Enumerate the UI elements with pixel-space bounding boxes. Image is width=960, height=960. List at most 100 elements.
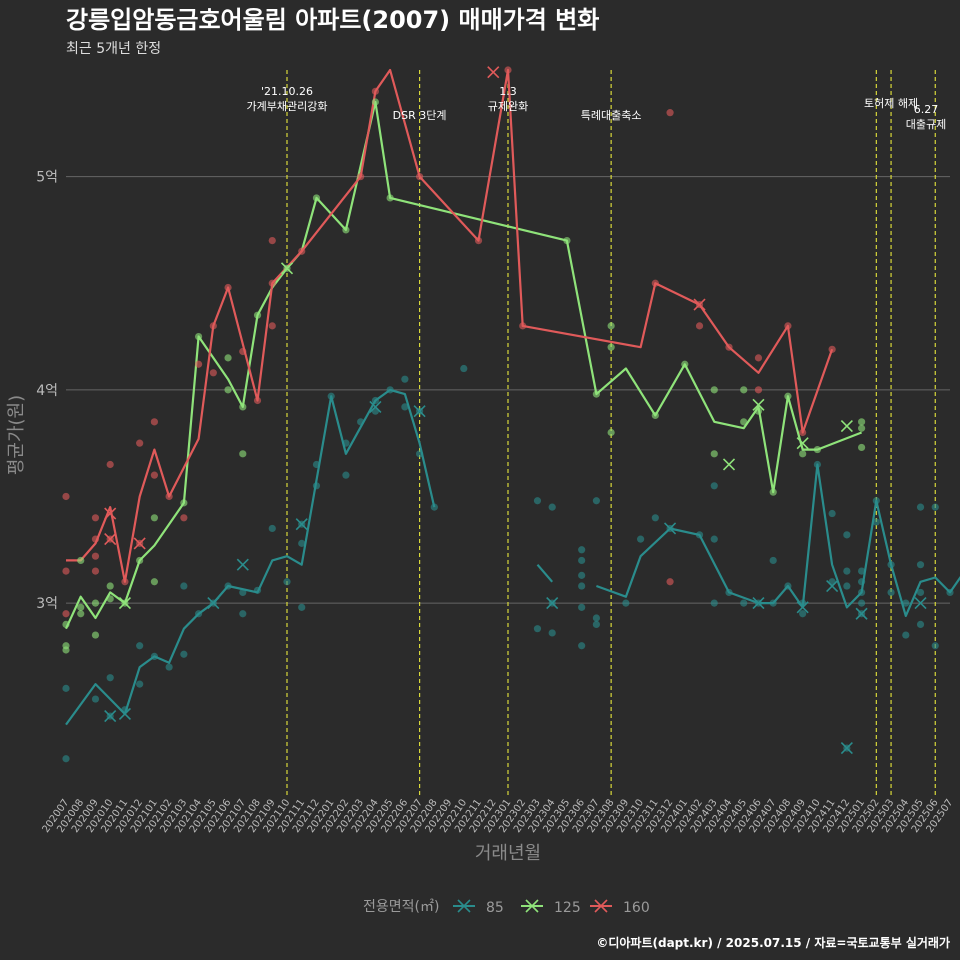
cross-marker-125: [280, 262, 294, 275]
data-point-85: [725, 588, 733, 597]
data-point-85: [239, 588, 247, 597]
data-point-85: [828, 509, 836, 518]
data-point-125: [607, 428, 615, 437]
data-point-160: [91, 535, 100, 543]
legend-label: 85: [486, 900, 504, 916]
cross-marker-160: [133, 537, 146, 550]
data-point-85: [769, 556, 777, 565]
data-point-160: [474, 236, 483, 245]
data-point-160: [268, 322, 276, 330]
legend-title: 전용면적(㎡): [363, 899, 439, 915]
data-point-85: [695, 531, 704, 539]
data-point-85: [371, 396, 379, 405]
cross-marker-160: [487, 66, 500, 79]
event-annotation: 특례대출축소: [581, 109, 642, 122]
cross-stroke: [722, 458, 736, 471]
cross-marker-85: [546, 597, 559, 610]
data-point-125: [710, 450, 718, 458]
data-point-125: [799, 450, 807, 458]
data-point-160: [799, 428, 807, 437]
data-point-160: [504, 66, 512, 74]
series-lines: [65, 68, 960, 726]
data-point-85: [799, 610, 807, 618]
data-point-85: [136, 680, 144, 688]
data-point-160: [298, 247, 306, 255]
data-point-85: [548, 629, 556, 637]
data-point-85: [931, 642, 939, 650]
data-point-85: [578, 556, 586, 565]
cross-marker-85: [855, 607, 868, 620]
data-point-125: [740, 418, 748, 426]
event-annotation: 6.27: [914, 103, 939, 116]
data-point-85: [91, 695, 100, 703]
data-point-85: [239, 610, 247, 618]
cross-stroke: [693, 298, 706, 311]
data-point-85: [180, 650, 188, 658]
event-annotation: 규제완화: [488, 100, 528, 113]
data-point-85: [195, 610, 203, 618]
data-point-160: [268, 236, 276, 245]
x-axis-label: 거래년월: [475, 843, 541, 864]
data-point-85: [637, 535, 645, 543]
data-point-85: [62, 684, 70, 692]
data-point-85: [327, 392, 335, 400]
data-point-125: [77, 610, 85, 618]
data-point-85: [858, 588, 866, 597]
event-annotation: 대출규제: [906, 118, 946, 131]
data-point-160: [754, 354, 763, 362]
data-point-85: [858, 578, 866, 586]
cross-marker-125: [752, 398, 765, 411]
cross-marker-85: [295, 518, 308, 531]
cross-marker-125: [722, 458, 736, 471]
cross-marker-85: [840, 742, 853, 755]
cross-marker-85: [752, 597, 765, 610]
data-point-125: [239, 450, 247, 458]
data-point-160: [725, 343, 733, 351]
data-point-85: [784, 582, 792, 590]
cross-marker-160: [104, 507, 117, 520]
event-annotation: '21.10.26: [261, 85, 313, 98]
cross-marker-85: [796, 601, 809, 614]
data-point-125: [106, 582, 114, 590]
data-point-85: [710, 599, 718, 607]
cross-stroke: [280, 262, 294, 275]
data-point-85: [578, 582, 586, 590]
data-point-160: [371, 87, 379, 95]
data-point-85: [460, 364, 468, 373]
data-point-85: [312, 482, 321, 490]
data-point-125: [740, 386, 748, 394]
data-point-160: [91, 514, 100, 522]
cross-stroke: [752, 597, 765, 610]
footer-credit: ©디아파트(dapt.kr) / 2025.07.15 / 자료=국토교통부 실…: [596, 935, 950, 950]
data-point-125: [91, 631, 100, 639]
data-point-85: [180, 582, 188, 590]
data-point-125: [312, 194, 321, 202]
data-point-160: [519, 322, 527, 330]
legend-item-160: 160: [590, 899, 650, 916]
data-point-125: [91, 599, 100, 607]
data-point-85: [622, 599, 630, 607]
data-point-160: [121, 578, 129, 586]
data-point-85: [872, 518, 880, 526]
legend-item-125: 125: [521, 899, 581, 916]
event-annotation: 가계부채관리강화: [247, 100, 328, 113]
data-point-160: [268, 279, 276, 287]
cross-stroke: [826, 579, 839, 593]
data-point-85: [283, 578, 291, 586]
cross-marker-85: [118, 707, 131, 721]
data-point-85: [312, 460, 321, 469]
data-point-85: [916, 620, 925, 629]
legend-cross: [594, 899, 608, 913]
data-point-125: [62, 642, 70, 650]
cross-stroke: [914, 597, 927, 610]
data-point-160: [91, 552, 100, 560]
data-point-85: [769, 599, 777, 607]
data-point-125: [754, 407, 763, 415]
cross-marker-125: [118, 597, 131, 610]
data-point-85: [578, 603, 586, 611]
cross-stroke: [236, 558, 249, 571]
y-axis-label: 평균가(원): [6, 395, 27, 475]
data-point-85: [902, 631, 910, 639]
data-point-160: [828, 345, 836, 353]
cross-marker-85: [826, 579, 839, 593]
